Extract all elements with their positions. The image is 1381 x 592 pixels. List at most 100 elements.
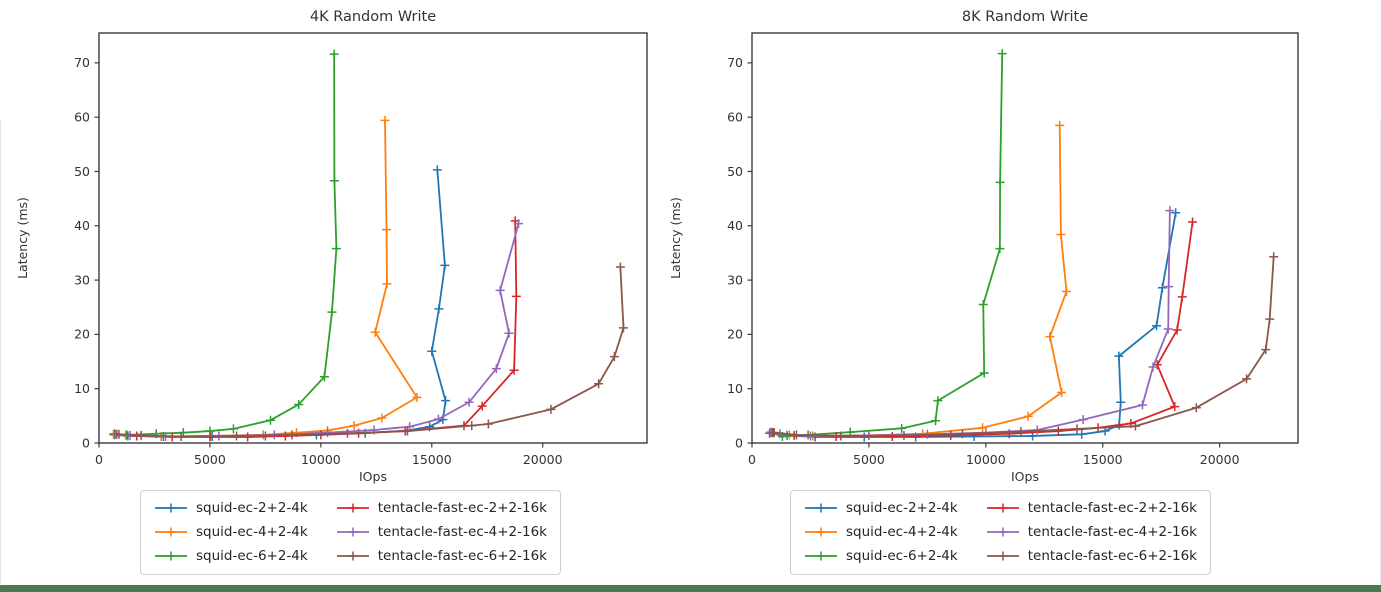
x-tick-label: 5000: [194, 452, 226, 467]
chart-title: 8K Random Write: [962, 9, 1088, 25]
data-point-marker: [509, 365, 519, 375]
data-point-marker: [1191, 403, 1201, 413]
data-point-marker: [1157, 283, 1167, 293]
legend-label: squid-ec-6+2-4k: [846, 548, 958, 564]
legend-item-tentacle-fast-ec-4+2-16k: tentacle-fast-ec-4+2-16k: [986, 522, 1197, 542]
legend-item-tentacle-fast-ec-6+2-16k: tentacle-fast-ec-6+2-16k: [986, 546, 1197, 566]
data-point-marker: [433, 414, 443, 424]
footer-accent-bar: [0, 585, 1381, 592]
y-tick-label: 0: [82, 435, 90, 450]
data-point-marker: [511, 291, 521, 301]
data-point-marker: [791, 430, 801, 440]
series-line-tentacle-fast-ec-4+2-16k: [770, 210, 1171, 437]
data-point-marker: [1261, 345, 1271, 355]
data-point-marker: [331, 244, 341, 254]
legend-column: squid-ec-2+2-4k squid-ec-4+2-4k squid-ec-6…: [154, 498, 308, 566]
legend-sample-marker: [816, 551, 826, 561]
series-line-tentacle-fast-ec-6+2-16k: [774, 256, 1275, 437]
series-line-tentacle-fast-ec-4+2-16k: [115, 223, 520, 438]
figure-4k-random-write: 4K Random Write 0 5000 10000 15000 20000 0 10 20…: [0, 0, 690, 485]
legend-item-tentacle-fast-ec-2+2-16k: tentacle-fast-ec-2+2-16k: [986, 498, 1197, 518]
data-point-marker: [1057, 387, 1067, 397]
left-edge-line: [0, 120, 1, 592]
legend-item-tentacle-fast-ec-6+2-16k: tentacle-fast-ec-6+2-16k: [336, 546, 547, 566]
data-point-marker: [441, 396, 451, 406]
legend-sample-marker: [348, 551, 358, 561]
data-point-marker: [405, 422, 415, 432]
data-point-marker: [380, 115, 390, 125]
legend-line-sample: [986, 527, 1019, 537]
data-point-marker: [1172, 325, 1182, 335]
legend-label: squid-ec-2+2-4k: [196, 500, 308, 516]
legend-label: tentacle-fast-ec-4+2-16k: [1027, 524, 1197, 540]
y-tick-label: 30: [727, 272, 743, 287]
y-tick-label: 70: [727, 55, 743, 70]
legend-sample-marker: [816, 527, 826, 537]
data-point-marker: [1016, 427, 1026, 437]
data-point-marker: [978, 423, 988, 433]
data-point-marker: [1265, 314, 1275, 324]
data-point-marker: [467, 421, 477, 431]
data-point-marker: [997, 49, 1007, 59]
legend-item-squid-ec-6+2-4k: squid-ec-6+2-4k: [154, 546, 308, 566]
data-point-marker: [1114, 351, 1124, 361]
data-point-marker: [1078, 415, 1088, 425]
series-line-squid-ec-6+2-4k: [114, 54, 338, 436]
data-point-marker: [329, 176, 339, 186]
series-line-squid-ec-4+2-4k: [770, 125, 1068, 437]
legend-sample-marker: [166, 527, 176, 537]
chart-svg-8k-random-write: 8K Random Write 0 5000 10000 15000 20000 0 10 20…: [668, 9, 1299, 484]
data-point-marker: [464, 397, 474, 407]
data-point-marker: [609, 352, 619, 362]
data-point-marker: [933, 396, 943, 406]
data-point-marker: [978, 300, 988, 310]
data-point-marker: [615, 262, 625, 272]
legend-item-tentacle-fast-ec-2+2-16k: tentacle-fast-ec-2+2-16k: [336, 498, 547, 518]
legend-item-squid-ec-2+2-4k: squid-ec-2+2-4k: [154, 498, 308, 518]
legend-label: squid-ec-4+2-4k: [846, 524, 958, 540]
x-tick-label: 15000: [412, 452, 452, 467]
legend-line-sample: [336, 503, 369, 513]
data-point-marker: [514, 219, 524, 229]
data-point-marker: [1164, 282, 1174, 292]
data-point-marker: [327, 307, 337, 317]
x-tick-label: 0: [748, 452, 756, 467]
legend-item-tentacle-fast-ec-4+2-16k: tentacle-fast-ec-4+2-16k: [336, 522, 547, 542]
data-point-marker: [243, 432, 253, 442]
series-line-tentacle-fast-ec-6+2-16k: [118, 267, 625, 438]
y-tick-label: 10: [727, 381, 743, 396]
y-tick-label: 60: [74, 109, 90, 124]
data-point-marker: [979, 368, 989, 378]
legend-line-sample: [155, 503, 187, 513]
x-axis-label: IOps: [1011, 469, 1039, 484]
legend-line-sample: [155, 527, 187, 537]
data-point-marker: [899, 430, 909, 440]
y-tick-label: 20: [74, 327, 90, 342]
y-tick-label: 40: [727, 218, 743, 233]
data-point-marker: [1116, 397, 1126, 407]
legend-line-sample: [336, 551, 369, 561]
data-point-marker: [1188, 217, 1198, 227]
data-point-marker: [1148, 362, 1158, 372]
y-tick-label: 0: [735, 435, 743, 450]
legend-label: tentacle-fast-ec-6+2-16k: [377, 548, 547, 564]
data-point-marker: [1056, 229, 1066, 239]
data-point-marker: [1130, 421, 1140, 431]
legend-item-squid-ec-4+2-4k: squid-ec-4+2-4k: [804, 522, 958, 542]
data-point-marker: [432, 165, 442, 175]
legend-item-squid-ec-6+2-4k: squid-ec-6+2-4k: [804, 546, 958, 566]
data-point-marker: [897, 423, 907, 433]
data-point-marker: [769, 428, 779, 438]
data-point-marker: [1062, 286, 1072, 296]
data-point-marker: [618, 323, 628, 333]
legend-4k: squid-ec-2+2-4k squid-ec-4+2-4k squid-ec-6…: [140, 490, 561, 575]
legend-line-sample: [805, 503, 837, 513]
legend-column: tentacle-fast-ec-2+2-16k tentacle-fast-ec…: [986, 498, 1197, 566]
data-point-marker: [342, 428, 352, 438]
data-point-marker: [495, 285, 505, 295]
legend-label: tentacle-fast-ec-6+2-16k: [1027, 548, 1197, 564]
legend-sample-marker: [348, 503, 358, 513]
data-point-marker: [1163, 324, 1173, 334]
legend-label: tentacle-fast-ec-2+2-16k: [377, 500, 547, 516]
legend-label: squid-ec-4+2-4k: [196, 524, 308, 540]
